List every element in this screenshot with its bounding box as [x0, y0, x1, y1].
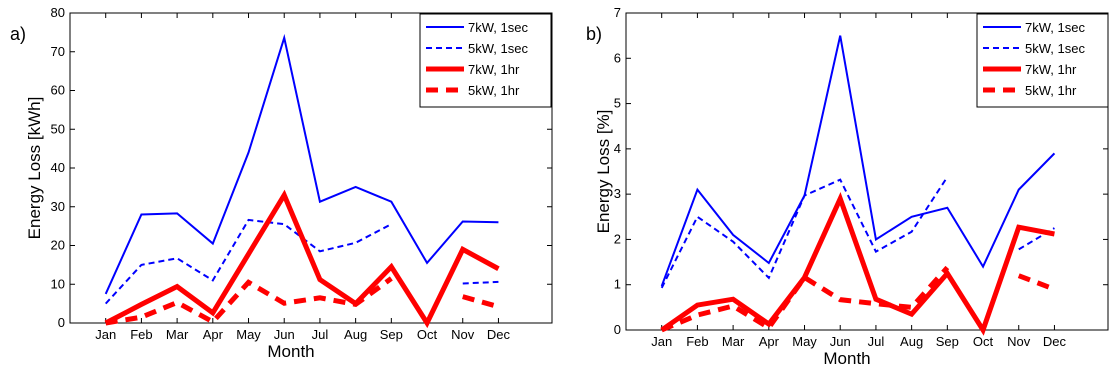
legend-box — [976, 13, 1109, 108]
x-tick-label: Aug — [344, 327, 367, 342]
y-tick-label: 4 — [614, 141, 621, 156]
x-axis-label: Month — [823, 349, 870, 368]
legend-entry-label: 7kW, 1sec — [468, 20, 528, 35]
y-tick-label: 1 — [614, 277, 621, 292]
x-tick-label: Oct — [973, 334, 994, 349]
x-tick-label: Jun — [274, 327, 295, 342]
y-tick-label: 6 — [614, 50, 621, 65]
x-tick-label: May — [792, 334, 817, 349]
series-line-3-segment-0 — [660, 265, 950, 333]
x-axis-label: Month — [267, 342, 314, 361]
x-tick-label: Dec — [487, 327, 511, 342]
y-tick-label: 5 — [614, 96, 621, 111]
legend-entry-label: 5kW, 1sec — [1025, 41, 1085, 56]
x-tick-label: Jan — [95, 327, 116, 342]
x-tick-label: Sep — [380, 327, 403, 342]
x-tick-label: May — [236, 327, 261, 342]
x-tick-label: Dec — [1043, 334, 1067, 349]
x-tick-label: Jun — [830, 334, 851, 349]
y-tick-label: 10 — [51, 276, 65, 291]
x-tick-label: Feb — [130, 327, 152, 342]
y-tick-label: 3 — [614, 186, 621, 201]
x-tick-label: Nov — [451, 327, 475, 342]
series-line-2-segment-0 — [104, 189, 500, 329]
series-line-3-segment-0 — [105, 276, 393, 326]
series-line-0-segment-0 — [660, 35, 1056, 287]
legend-entry-label: 5kW, 1sec — [468, 41, 528, 56]
y-tick-label: 30 — [51, 199, 65, 214]
y-tick-label: 80 — [51, 5, 65, 20]
legend: 7kW, 1sec 5kW, 1sec 7kW, 1hr 5kW, 1hr — [419, 13, 552, 108]
chart-energy-loss-percent: 0 1 2 3 4 5 6 7 Jan Feb Mar Apr May Jun Jul Aug Sep Oct No… — [586, 5, 1109, 368]
legend-entry-label: 7kW, 1sec — [1025, 20, 1085, 35]
x-tick-label: Aug — [900, 334, 923, 349]
legend-box — [419, 13, 552, 108]
series-line-0-segment-0 — [104, 33, 499, 295]
y-tick-label: 7 — [614, 5, 621, 20]
legend: 7kW, 1sec 5kW, 1sec 7kW, 1hr 5kW, 1hr — [976, 13, 1109, 108]
y-tick-label: 50 — [51, 121, 65, 136]
x-tick-label: Apr — [203, 327, 224, 342]
y-tick-label: 60 — [51, 83, 65, 98]
legend-entry-label: 7kW, 1hr — [468, 62, 520, 77]
y-tick-label: 70 — [51, 44, 65, 59]
x-tick-label: Jan — [651, 334, 672, 349]
x-tick-label: Jul — [312, 327, 329, 342]
x-tick-label: Feb — [686, 334, 708, 349]
legend-entry-label: 5kW, 1hr — [468, 83, 520, 98]
x-tick-label: Sep — [936, 334, 959, 349]
y-tick-label: 20 — [51, 238, 65, 253]
series-line-1-segment-0 — [104, 218, 392, 305]
series-line-2-segment-0 — [660, 191, 1055, 336]
x-tick-label: Jul — [868, 334, 885, 349]
y-axis-label: Energy Loss [%] — [594, 110, 613, 234]
series-line-3-segment-1 — [462, 294, 500, 310]
x-tick-label: Mar — [166, 327, 189, 342]
series-line-1-segment-1 — [462, 280, 499, 285]
y-tick-label: 0 — [614, 322, 621, 337]
x-tick-label: Apr — [759, 334, 780, 349]
y-tick-label: 0 — [58, 315, 65, 330]
x-tick-label: Mar — [722, 334, 745, 349]
legend-entry-label: 5kW, 1hr — [1025, 83, 1077, 98]
series-line-1-segment-0 — [660, 176, 949, 289]
x-tick-label: Oct — [417, 327, 438, 342]
y-axis-label: Energy Loss [kWh] — [25, 97, 44, 240]
chart-energy-loss-kwh: 0 10 20 30 40 50 60 70 80 Jan Feb Mar Apr May Jun Jul Au… — [10, 5, 553, 361]
x-tick-label: Nov — [1007, 334, 1031, 349]
y-tick-label: 2 — [614, 231, 621, 246]
panel-label: b) — [586, 24, 602, 44]
panel-label: a) — [10, 24, 26, 44]
series-line-3-segment-1 — [1017, 273, 1056, 292]
y-tick-label: 40 — [51, 160, 65, 175]
legend-entry-label: 7kW, 1hr — [1025, 62, 1077, 77]
